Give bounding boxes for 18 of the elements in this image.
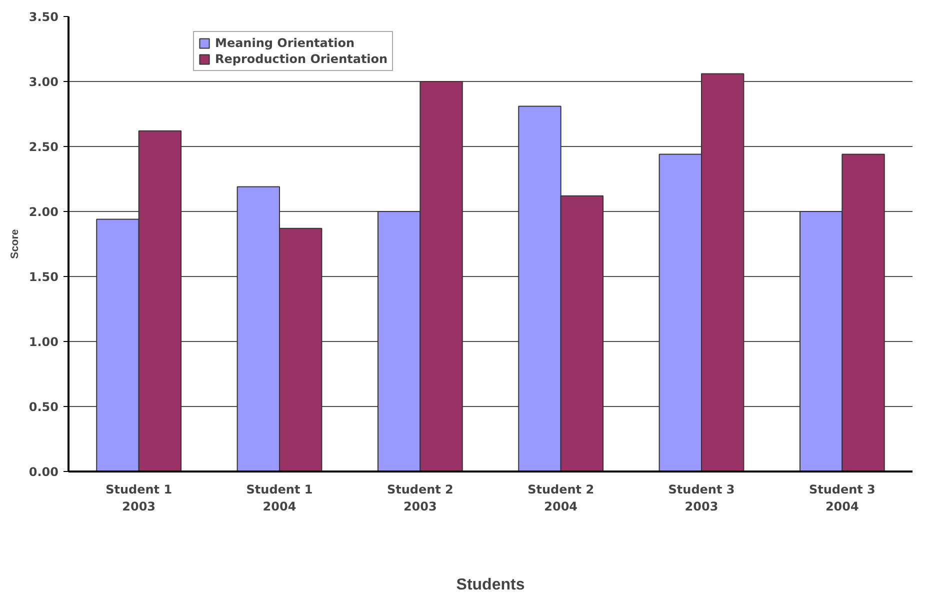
- y-tick-label: 1.50: [28, 270, 58, 284]
- y-tick-label: 3.00: [28, 75, 58, 89]
- legend-label: Reproduction Orientation: [215, 52, 388, 66]
- x-tick-label: Student 2 2004: [528, 482, 594, 514]
- x-tick-label: Student 2 2003: [386, 482, 454, 514]
- legend-label: Meaning Orientation: [215, 36, 355, 50]
- y-tick-label: 0.50: [28, 400, 58, 414]
- y-tick-label: 1.00: [28, 335, 58, 349]
- x-axis-title: Students: [456, 576, 525, 594]
- y-tick-label: 2.50: [28, 140, 58, 154]
- y-tick-label: 0.00: [28, 465, 58, 479]
- y-tick-label: 3.50: [28, 10, 58, 24]
- x-tick-label: Student 3 2003: [668, 482, 735, 514]
- y-axis-title: Score: [8, 229, 21, 259]
- x-tick-label: Student 1 2004: [246, 482, 313, 514]
- x-tick-label: Student 1 2003: [106, 482, 172, 514]
- y-tick-label: 2.00: [28, 205, 58, 219]
- x-tick-label: Student 3 2004: [808, 482, 876, 514]
